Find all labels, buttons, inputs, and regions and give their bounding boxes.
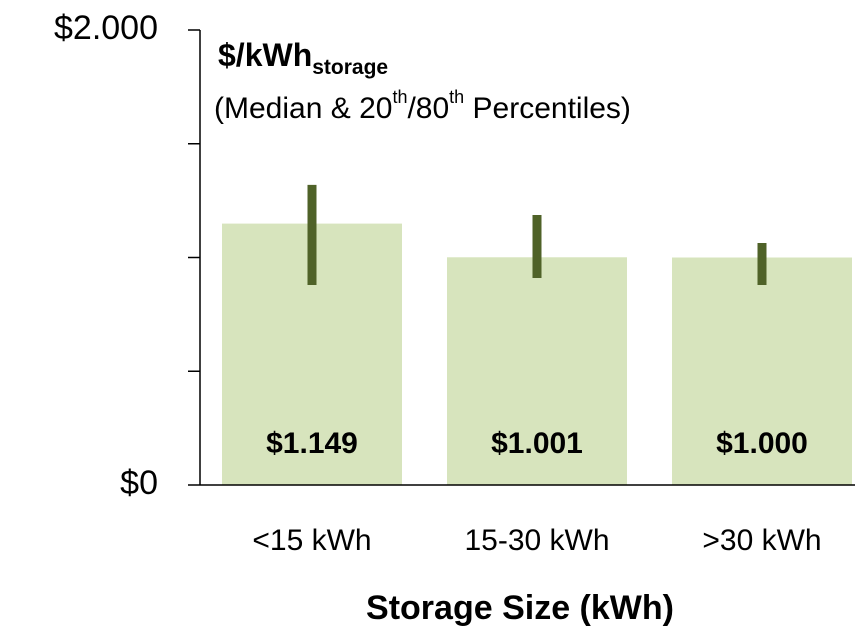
subtitle-superscript: th bbox=[392, 87, 407, 107]
subtitle-text: /80 bbox=[407, 92, 449, 125]
value-label: $1.149 bbox=[266, 427, 358, 460]
x-tick-label: 15-30 kWh bbox=[464, 524, 609, 557]
bar bbox=[447, 257, 627, 485]
y-tick-label: $0 bbox=[120, 464, 158, 502]
subtitle-text: (Median & 20 bbox=[214, 92, 392, 125]
chart-title: $/kWhstorage bbox=[218, 37, 388, 78]
chart-subtitle: (Median & 20th/80th Percentiles) bbox=[214, 87, 631, 125]
subtitle-superscript: th bbox=[449, 87, 464, 107]
subtitle-text: Percentiles) bbox=[464, 92, 631, 125]
x-tick-label: <15 kWh bbox=[252, 524, 371, 557]
value-label: $1.001 bbox=[491, 427, 583, 460]
bar bbox=[672, 257, 852, 485]
title-subscript: storage bbox=[312, 56, 388, 79]
x-tick-label: >30 kWh bbox=[702, 524, 821, 557]
title-main: $/kWh bbox=[218, 37, 312, 73]
x-axis-label: Storage Size (kWh) bbox=[366, 589, 674, 627]
y-tick-label: $2.000 bbox=[54, 9, 158, 47]
value-label: $1.000 bbox=[716, 427, 808, 460]
